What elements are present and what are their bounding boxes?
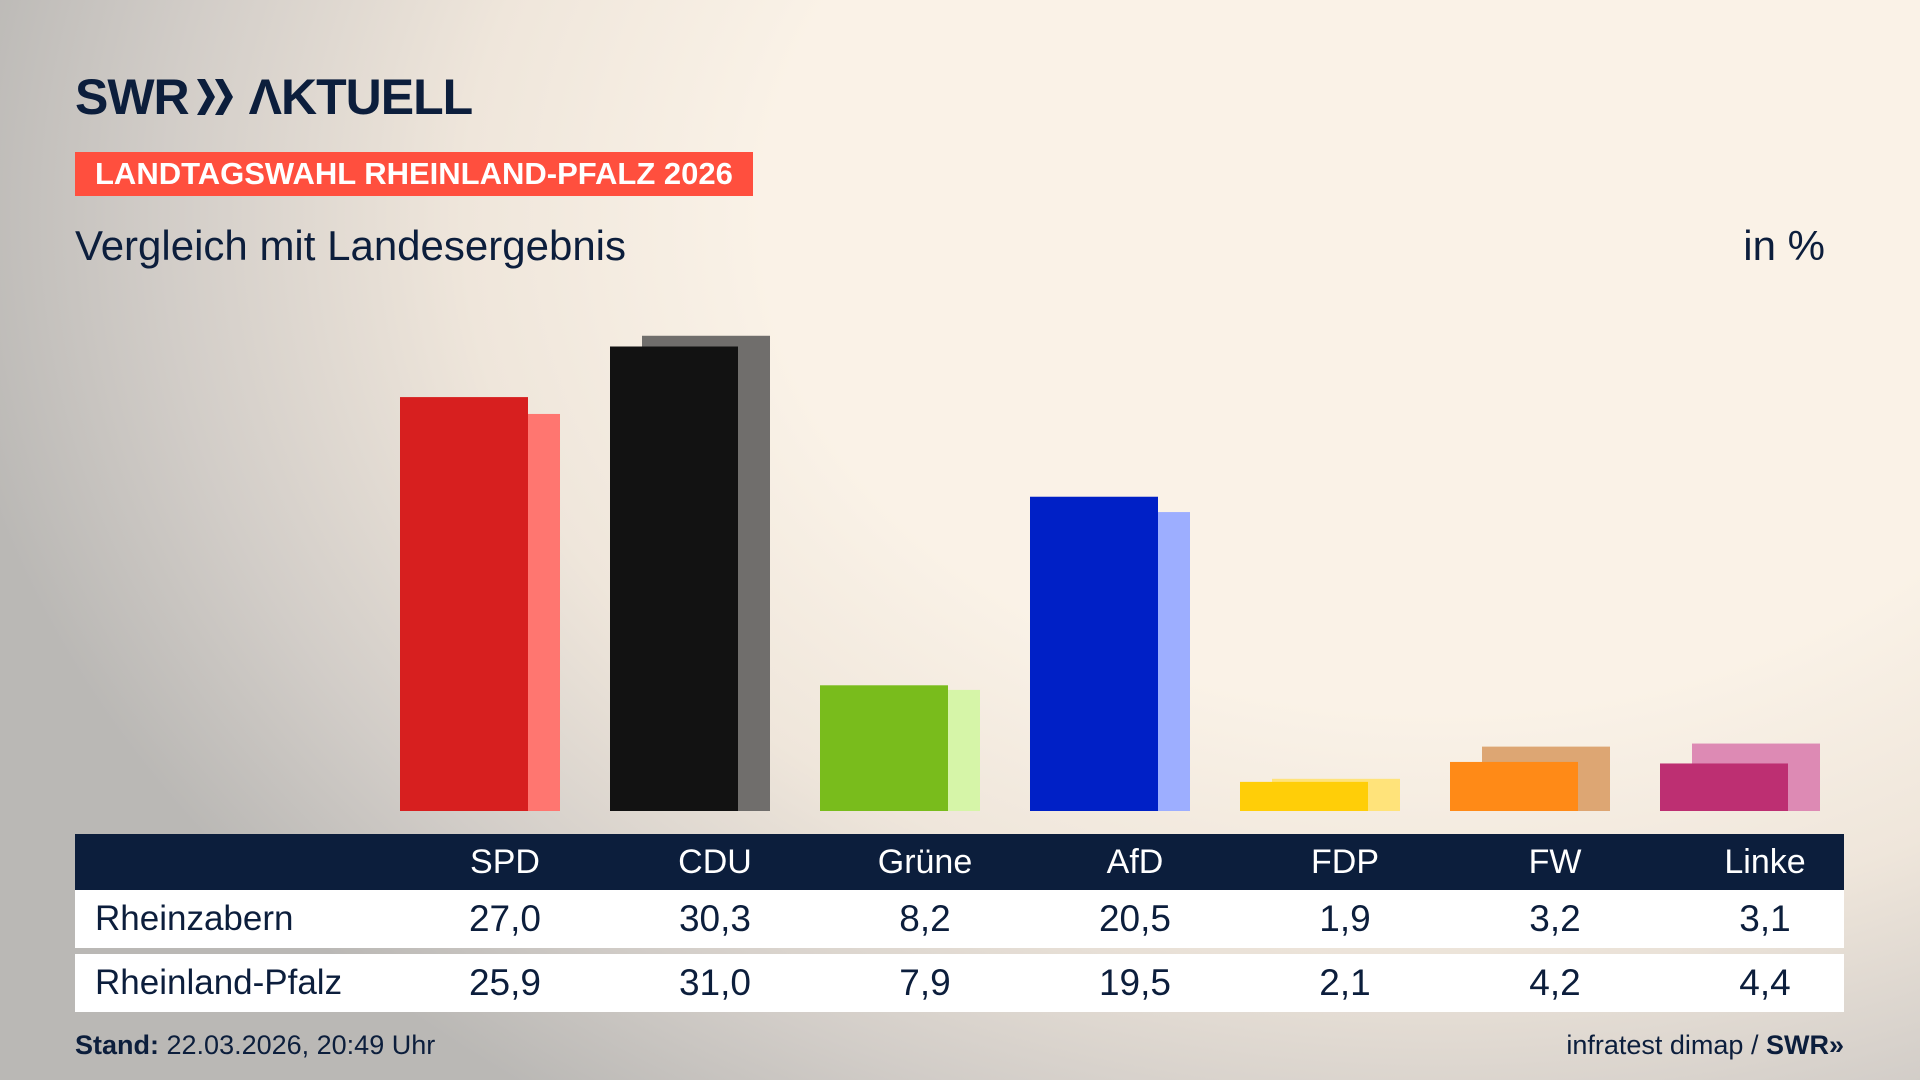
cell: 2,1 bbox=[1319, 962, 1371, 1003]
cell: 1,9 bbox=[1319, 898, 1371, 939]
cell: 27,0 bbox=[468, 898, 541, 939]
bar-linke-local bbox=[1660, 763, 1788, 811]
swr-logo: SWR bbox=[1765, 1030, 1829, 1060]
header-cell: AfD bbox=[1106, 842, 1164, 881]
bar-cdu-local bbox=[610, 346, 738, 811]
row-label: Rheinzabern bbox=[95, 899, 294, 938]
cell: 30,3 bbox=[678, 898, 751, 939]
election-tag: LANDTAGSWAHL RHEINLAND-PFALZ 2026 bbox=[75, 152, 753, 196]
bar-grüne-local bbox=[820, 685, 948, 811]
cell: 19,5 bbox=[1098, 962, 1171, 1003]
swr-aktuell-logo: SWR ΛKTUELL bbox=[75, 69, 473, 125]
cell: 8,2 bbox=[899, 898, 951, 939]
header-cell: FDP bbox=[1311, 842, 1379, 881]
chart-subtitle: Vergleich mit Landesergebnis bbox=[75, 222, 627, 269]
header-cell: SPD bbox=[470, 842, 540, 881]
cell: 4,4 bbox=[1739, 962, 1791, 1003]
source: infratest dimap / SWR» bbox=[1566, 1030, 1844, 1060]
cell: 4,2 bbox=[1529, 962, 1581, 1003]
table-row: Rheinland-Pfalz 25,9 31,0 7,9 19,5 2,1 4… bbox=[75, 954, 1844, 1012]
cell: 3,1 bbox=[1739, 898, 1791, 939]
chevrons-icon bbox=[196, 79, 233, 115]
header-cell: Linke bbox=[1724, 842, 1806, 881]
header-cell: FW bbox=[1528, 842, 1582, 881]
bar-afd-local bbox=[1030, 496, 1158, 811]
unit-label: in % bbox=[1743, 222, 1825, 269]
bar-spd-local bbox=[400, 397, 528, 811]
bar-fdp-local bbox=[1240, 781, 1368, 811]
cell: 25,9 bbox=[468, 962, 541, 1003]
cell: 20,5 bbox=[1098, 898, 1171, 939]
row-label: Rheinland-Pfalz bbox=[95, 963, 343, 1002]
header-cell: CDU bbox=[678, 842, 752, 881]
timestamp: Stand: 22.03.2026, 20:49 Uhr bbox=[75, 1030, 436, 1060]
bar-chart bbox=[400, 335, 1820, 811]
table-header: SPD CDU Grüne AfD FDP FW Linke bbox=[75, 834, 1844, 890]
cell: 31,0 bbox=[678, 962, 751, 1003]
cell: 3,2 bbox=[1529, 898, 1581, 939]
cell: 7,9 bbox=[899, 962, 951, 1003]
results-table: SPD CDU Grüne AfD FDP FW Linke Rheinzabe… bbox=[75, 834, 1844, 1018]
header-cell: Grüne bbox=[877, 842, 973, 881]
table-row: Rheinzabern 27,0 30,3 8,2 20,5 1,9 3,2 3… bbox=[75, 890, 1844, 948]
bar-fw-local bbox=[1450, 761, 1578, 811]
